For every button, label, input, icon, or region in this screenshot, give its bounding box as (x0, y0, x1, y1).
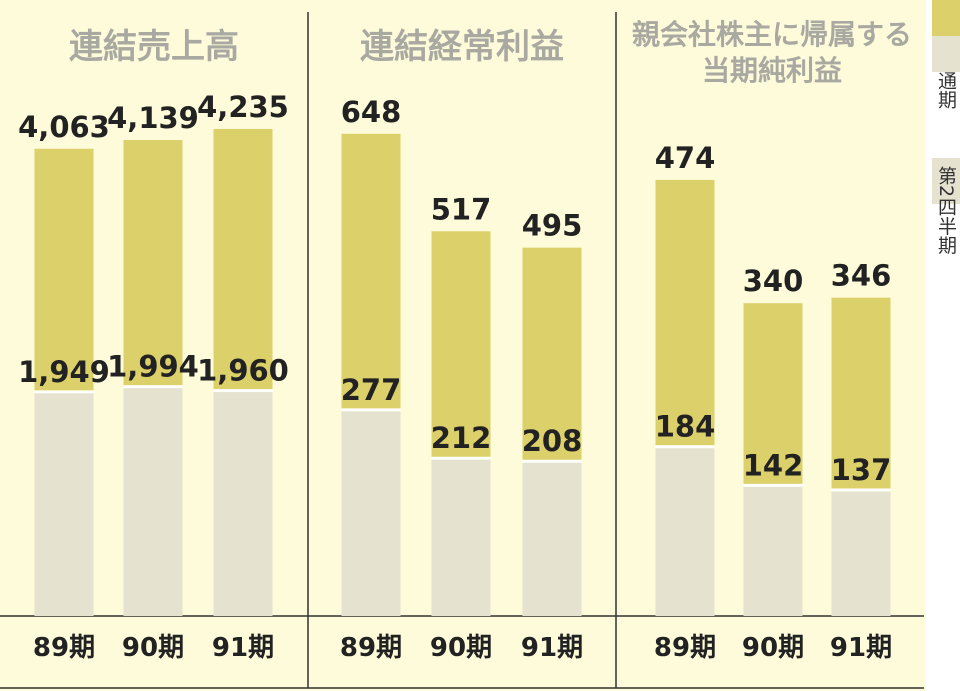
bar-separator (341, 408, 401, 412)
legend-swatch-second-quarter-2 (932, 158, 960, 204)
data-label-second-quarter: 142 (743, 448, 804, 482)
bar-second-quarter (655, 448, 715, 616)
data-label-second-quarter: 212 (431, 421, 492, 455)
bar-separator (831, 488, 891, 492)
bar-full-year (34, 148, 94, 392)
legend-background (926, 0, 960, 691)
legend-label-full-year: 通期 (935, 71, 957, 109)
category-label: 90期 (742, 633, 804, 663)
chart-title: 親会社株主に帰属する (632, 18, 912, 51)
category-label: 89期 (33, 633, 95, 663)
category-label: 90期 (430, 633, 492, 663)
bar-separator (743, 483, 803, 487)
data-label-full-year: 474 (655, 141, 716, 175)
data-label-second-quarter: 184 (655, 410, 716, 444)
bar-separator (123, 385, 183, 389)
legend-swatch-full-year (932, 0, 960, 36)
category-label: 89期 (340, 633, 402, 663)
bar-second-quarter (522, 462, 582, 616)
data-label-full-year: 517 (431, 192, 492, 226)
data-label-second-quarter: 1,994 (107, 350, 199, 384)
chart-title: 当期純利益 (702, 54, 842, 87)
bar-full-year (831, 297, 891, 490)
bar-full-year (655, 179, 715, 447)
category-label: 91期 (830, 633, 892, 663)
data-label-second-quarter: 208 (522, 424, 583, 458)
data-label-full-year: 4,235 (197, 90, 289, 124)
bar-separator (522, 459, 582, 463)
data-label-full-year: 648 (341, 95, 402, 129)
data-label-second-quarter: 277 (341, 373, 402, 407)
data-label-second-quarter: 137 (831, 453, 892, 487)
bar-second-quarter (831, 491, 891, 616)
bar-full-year (341, 133, 401, 410)
bar-second-quarter (743, 486, 803, 616)
bar-full-year (213, 128, 273, 391)
data-label-full-year: 4,063 (18, 110, 110, 144)
data-label-full-year: 4,139 (107, 101, 199, 135)
legend-label-second-quarter: 第2四半期 (935, 166, 957, 254)
category-label: 91期 (212, 633, 274, 663)
category-label: 91期 (521, 633, 583, 663)
bar-second-quarter (431, 459, 491, 616)
data-label-full-year: 495 (522, 209, 583, 243)
bar-second-quarter (213, 392, 273, 616)
category-label: 89期 (654, 633, 716, 663)
bar-second-quarter (123, 388, 183, 616)
bar-separator (213, 389, 273, 393)
data-label-second-quarter: 1,949 (18, 355, 110, 389)
bar-separator (34, 390, 94, 394)
bar-full-year (123, 140, 183, 387)
chart-title: 連結経常利益 (360, 27, 564, 67)
bar-separator (655, 445, 715, 449)
chart-title: 連結売上高 (69, 27, 239, 67)
bar-second-quarter (34, 393, 94, 616)
legend-swatch-second-quarter (932, 36, 960, 72)
data-label-full-year: 346 (831, 259, 892, 293)
bar-full-year (522, 247, 582, 462)
data-label-full-year: 340 (743, 264, 804, 298)
bar-full-year (743, 303, 803, 486)
data-label-second-quarter: 1,960 (197, 354, 289, 388)
bar-full-year (431, 231, 491, 459)
bar-second-quarter (341, 411, 401, 616)
category-label: 90期 (122, 633, 184, 663)
bar-separator (431, 456, 491, 460)
